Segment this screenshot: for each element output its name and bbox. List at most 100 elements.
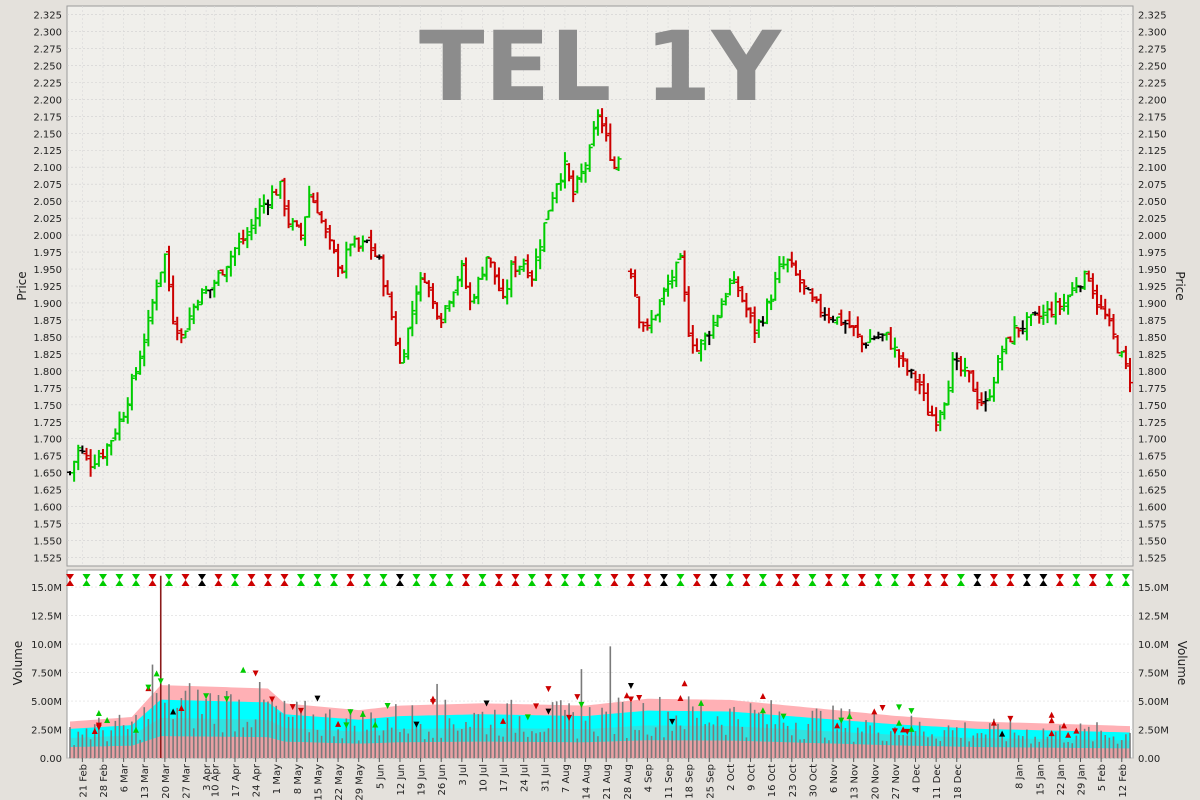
signal-marker — [890, 574, 899, 580]
price-tick-label: 2.000 — [33, 231, 62, 242]
chart-title: TEL 1Y — [419, 11, 782, 123]
price-tick-label: 1.925 — [33, 282, 62, 293]
price-tick-label: 1.750 — [33, 401, 62, 412]
signal-marker — [313, 574, 322, 580]
price-tick-label: 1.800 — [33, 367, 62, 378]
date-tick-label: 3 Jul — [458, 764, 469, 786]
volume-marker — [879, 705, 886, 712]
price-tick-label: 1.975 — [33, 248, 62, 259]
price-tick-label: 2.150 — [1138, 129, 1167, 140]
volume-marker — [1048, 717, 1055, 724]
volume-bars — [69, 575, 1131, 758]
price-tick-label: 2.150 — [33, 129, 62, 140]
price-axis-left: 1.525 1.550 1.575 1.600 1.625 1.650 1.675 1.700… — [33, 10, 62, 564]
signal-marker — [1121, 580, 1130, 586]
date-tick-label: 20 Mar — [161, 763, 172, 799]
signal-marker — [1072, 574, 1081, 580]
volume-marker — [896, 719, 903, 726]
date-tick-label: 28 Feb — [99, 764, 110, 798]
signal-marker — [131, 574, 140, 580]
price-tick-label: 2.275 — [1138, 44, 1167, 55]
signal-marker — [461, 574, 470, 580]
price-tick-label: 1.625 — [1138, 486, 1167, 497]
signal-marker — [560, 580, 569, 586]
signal-marker — [841, 574, 850, 580]
volume-marker — [269, 696, 276, 703]
signal-marker — [758, 580, 767, 586]
signal-marker — [808, 574, 817, 580]
price-tick-label: 1.550 — [33, 537, 62, 548]
volume-marker — [891, 728, 898, 735]
price-tick-label: 1.925 — [1138, 282, 1167, 293]
signal-marker — [841, 580, 850, 586]
price-tick-label: 2.050 — [33, 197, 62, 208]
signal-marker — [1055, 580, 1064, 586]
signal-marker — [874, 580, 883, 586]
volume-marker — [203, 693, 210, 700]
price-tick-label: 1.875 — [33, 316, 62, 327]
date-tick-label: 4 Dec — [912, 764, 923, 793]
price-tick-label: 1.575 — [1138, 520, 1167, 531]
signal-marker — [428, 580, 437, 586]
date-tick-label: 1 May — [272, 764, 283, 794]
signal-marker — [923, 574, 932, 580]
signal-marker — [709, 580, 718, 586]
price-tick-label: 2.300 — [33, 27, 62, 38]
volume-marker — [566, 714, 573, 721]
signal-marker — [445, 574, 454, 580]
signal-marker — [725, 580, 734, 586]
signal-marker — [1121, 574, 1130, 580]
volume-marker — [104, 717, 111, 724]
date-tick-label: 29 Jan — [1077, 764, 1088, 795]
signal-marker — [791, 580, 800, 586]
signal-marker — [148, 580, 157, 586]
volume-marker — [846, 712, 853, 719]
price-tick-label: 2.075 — [1138, 180, 1167, 191]
date-tick-label: 11 Dec — [932, 764, 943, 799]
signal-marker — [181, 580, 190, 586]
signal-marker — [164, 580, 173, 586]
date-tick-label: 10 Jul — [478, 764, 489, 792]
price-tick-label: 1.900 — [1138, 299, 1167, 310]
price-tick-label: 2.025 — [33, 214, 62, 225]
signal-marker — [544, 580, 553, 586]
signal-marker — [824, 580, 833, 586]
volume-marker — [178, 705, 185, 712]
price-tick-label: 2.200 — [33, 95, 62, 106]
signal-marker — [82, 574, 91, 580]
date-tick-label: 13 Nov — [850, 764, 861, 800]
volume-marker — [91, 727, 98, 734]
volume-marker — [145, 684, 152, 691]
price-tick-label: 1.900 — [33, 299, 62, 310]
price-tick-label: 1.825 — [1138, 350, 1167, 361]
volume-marker — [698, 699, 705, 706]
price-tick-label: 2.075 — [33, 180, 62, 191]
signal-marker — [412, 574, 421, 580]
volume-marker — [500, 717, 507, 724]
date-tick-label: 21 Feb — [78, 764, 89, 798]
volume-marker — [780, 713, 787, 720]
price-tick-label: 1.775 — [33, 384, 62, 395]
signal-marker — [989, 580, 998, 586]
signal-marker — [758, 574, 767, 580]
price-axis-label-right: Price — [1173, 271, 1187, 300]
signal-marker — [626, 580, 635, 586]
signal-marker — [676, 574, 685, 580]
date-tick-label: 15 May — [313, 764, 324, 800]
date-tick-label: 14 Aug — [582, 764, 593, 799]
price-tick-label: 1.525 — [1138, 554, 1167, 565]
date-tick-label: 17 Apr — [231, 763, 242, 797]
signal-marker — [577, 574, 586, 580]
volume-marker — [896, 704, 903, 711]
date-tick-label: 6 Nov — [829, 764, 840, 793]
date-tick-label: 28 Aug — [623, 764, 634, 799]
signal-marker — [544, 574, 553, 580]
signal-marker — [1105, 580, 1114, 586]
date-tick-label: 24 Jul — [520, 764, 531, 792]
signal-marker — [280, 580, 289, 586]
price-tick-label: 2.325 — [1138, 10, 1167, 21]
date-tick-label: 10 Apr — [210, 763, 221, 797]
volume-marker — [347, 709, 354, 716]
price-tick-label: 2.125 — [33, 146, 62, 157]
